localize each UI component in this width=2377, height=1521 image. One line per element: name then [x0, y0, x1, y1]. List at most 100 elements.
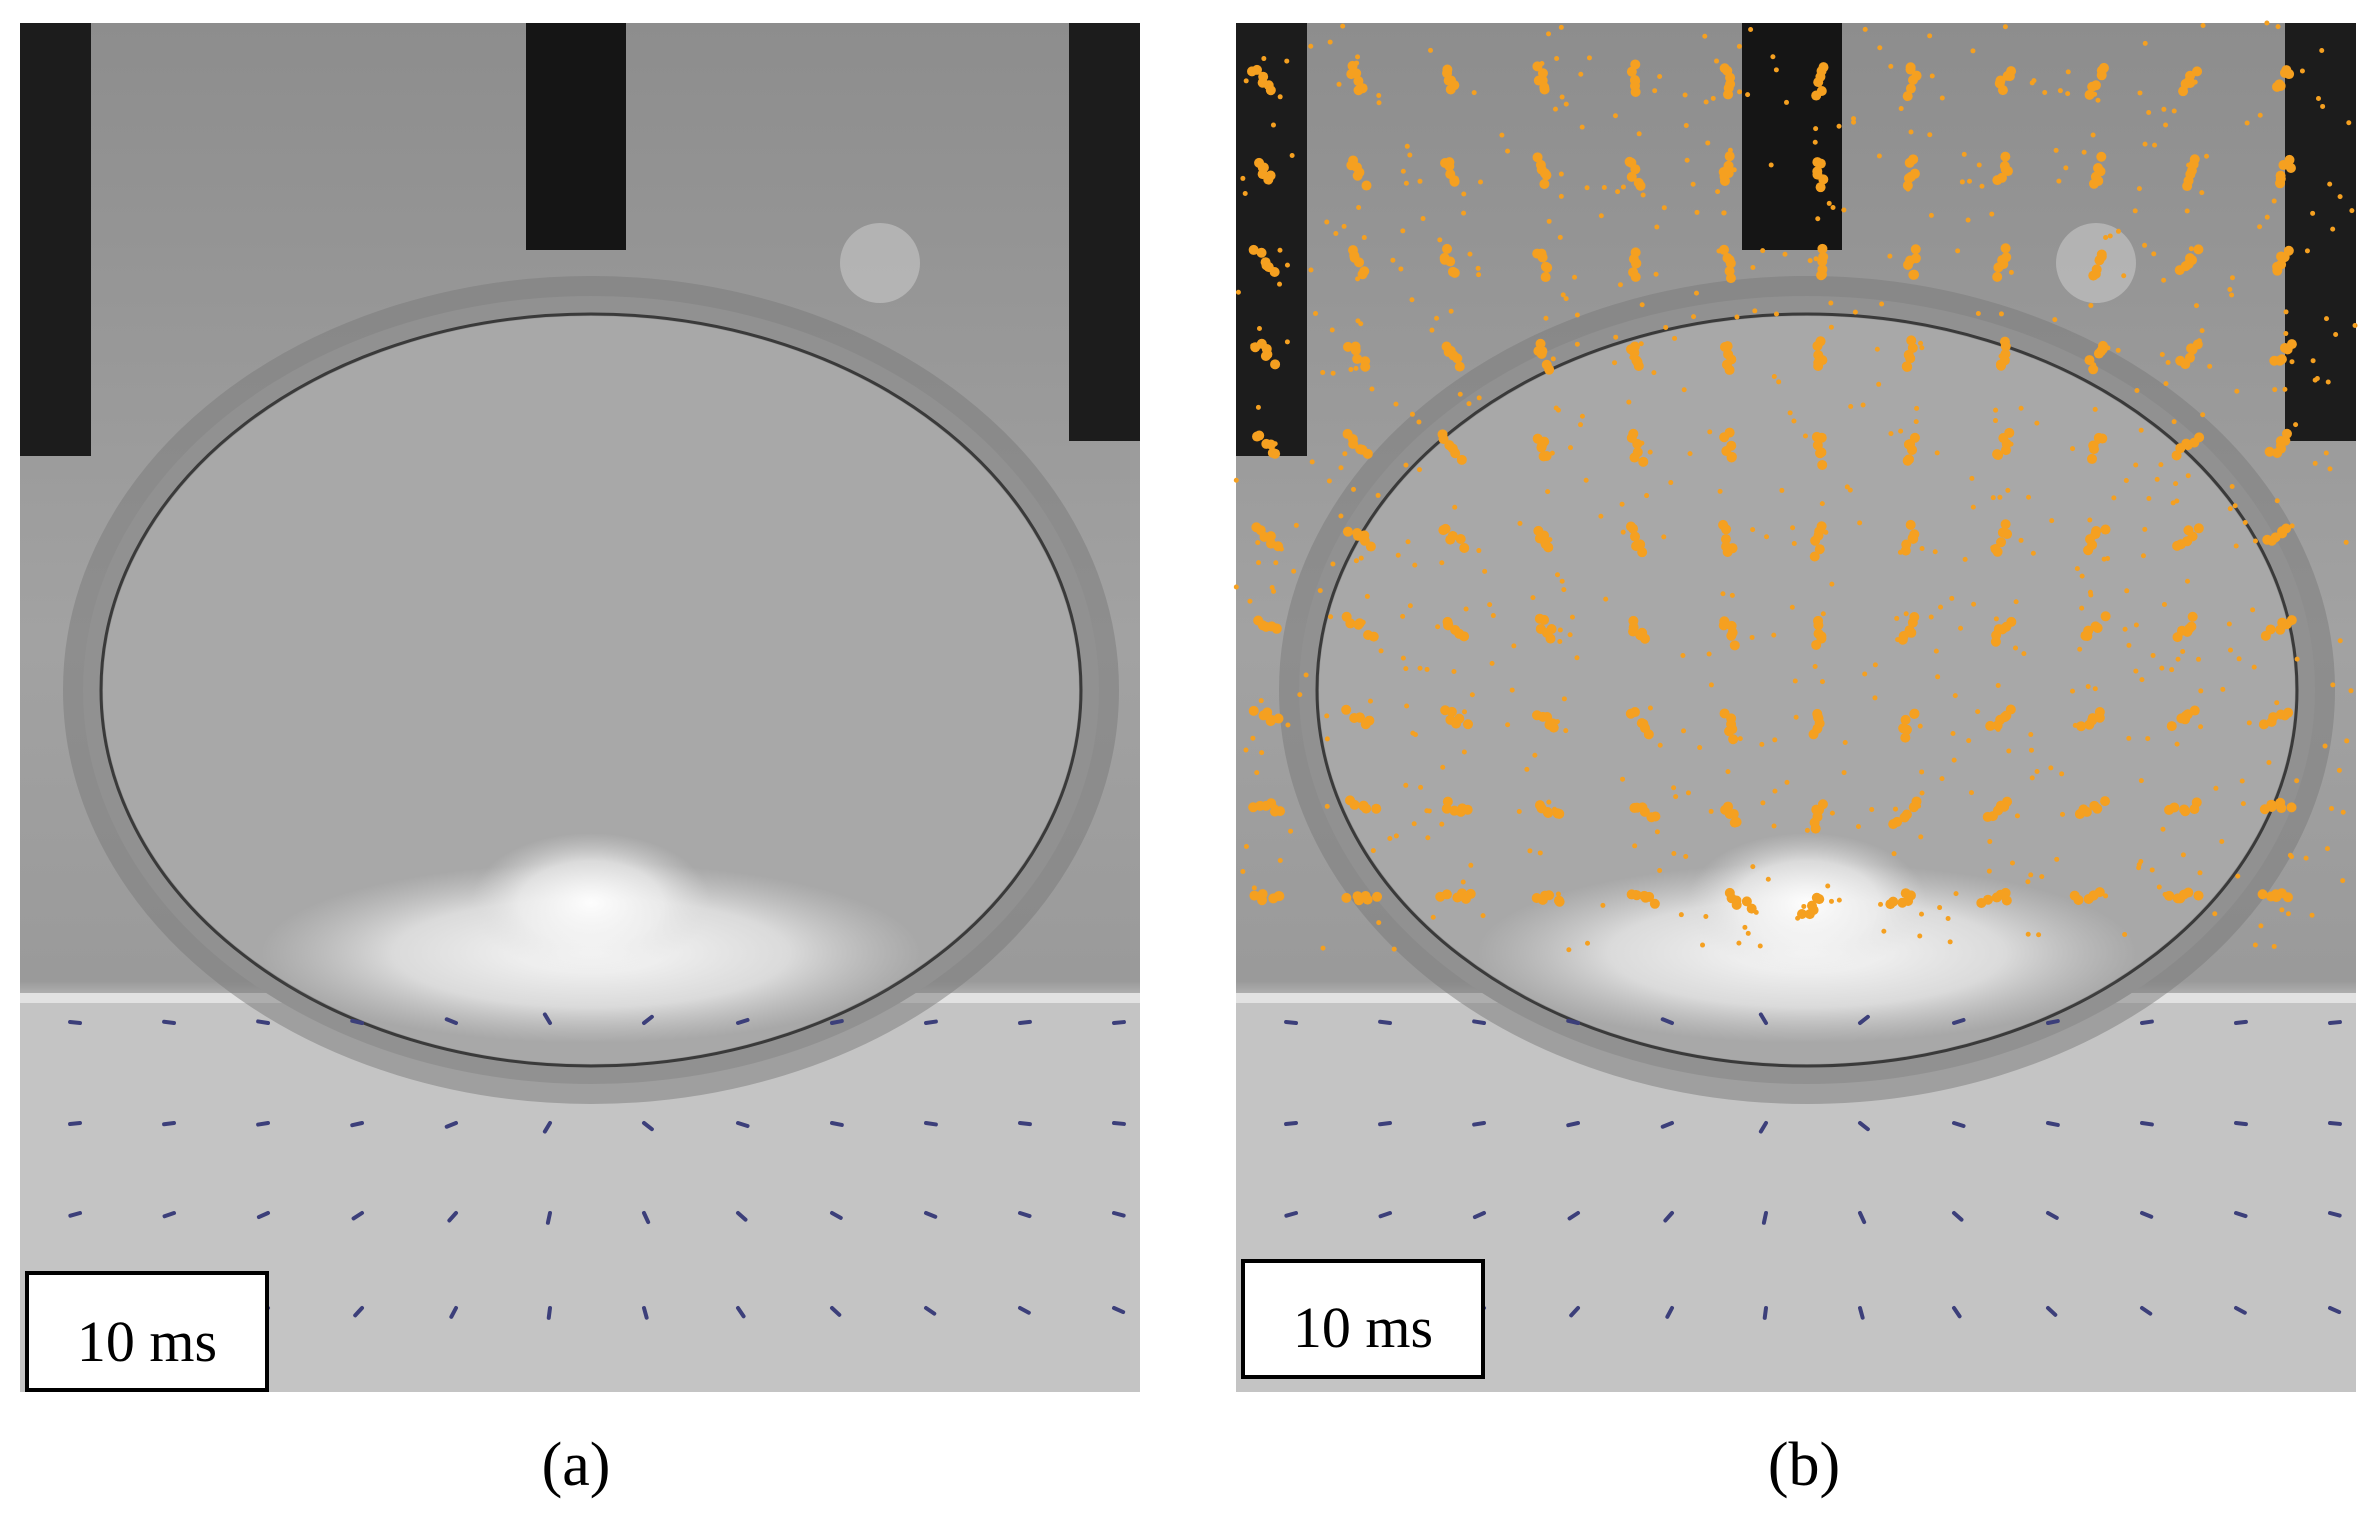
tracer — [1815, 448, 1826, 459]
tracer — [1579, 413, 1585, 419]
tracer — [2312, 460, 2318, 466]
tracer — [2072, 722, 2078, 728]
tracer — [1808, 729, 1819, 740]
tracer — [1478, 179, 1484, 185]
tracer — [1995, 726, 2001, 732]
tracer — [1928, 614, 1934, 620]
tracer — [1338, 465, 1344, 471]
tracer — [1772, 737, 1778, 743]
tracer — [1905, 186, 1911, 192]
tracer — [2091, 362, 2097, 368]
tracer — [1352, 170, 1363, 181]
tracer — [2227, 647, 2233, 653]
tracer — [1919, 345, 1925, 351]
tracer — [2229, 484, 2235, 490]
tracer — [1505, 148, 1511, 154]
tracer — [1998, 353, 2004, 359]
tracer — [2220, 686, 2226, 692]
tracer — [2186, 162, 2192, 168]
tracer — [1324, 736, 1330, 742]
tracer — [2333, 332, 2339, 338]
tracer — [1717, 488, 1723, 494]
tracer — [1561, 696, 1567, 702]
tracer — [1640, 192, 1646, 198]
tracer — [1612, 360, 1618, 366]
panel-label: (a) — [542, 1431, 611, 1499]
tracer — [1759, 741, 1765, 747]
tracer — [2036, 932, 2042, 938]
tracer — [1403, 180, 1409, 186]
tracer — [1993, 407, 1999, 413]
tracer — [2199, 328, 2205, 334]
tracer — [1558, 171, 1564, 177]
tracer — [2180, 648, 2186, 654]
tracer — [2285, 162, 2296, 173]
tracer — [2315, 95, 2321, 101]
tracer — [2272, 265, 2283, 276]
tracer — [2161, 602, 2167, 608]
tracer — [1908, 533, 1919, 544]
tracer — [2133, 462, 2139, 468]
tracer — [1685, 790, 1691, 796]
tracer — [1471, 90, 1477, 96]
tracer — [1649, 898, 1660, 909]
tracer — [1638, 456, 1649, 467]
tracer — [1993, 450, 2004, 461]
tracer — [1996, 537, 2007, 548]
tracer — [1256, 560, 1262, 566]
tracer — [2063, 165, 2069, 171]
tracer — [1353, 365, 1359, 371]
tracer — [1390, 257, 1396, 263]
tracer — [2234, 1019, 2248, 1025]
tracer — [2337, 194, 2343, 200]
tracer — [1813, 256, 1819, 262]
tracer — [2251, 664, 2257, 670]
tracer — [2156, 884, 2162, 890]
tracer — [1640, 633, 1651, 644]
tracer — [2095, 439, 2101, 445]
tracer — [1737, 736, 1743, 742]
tracer — [1811, 90, 1822, 101]
tracer — [1927, 132, 1933, 138]
tracer — [1555, 891, 1561, 897]
tracer — [2132, 208, 2138, 214]
tracer — [2242, 519, 2248, 525]
tracer — [1927, 33, 1933, 39]
tracer — [1897, 634, 1908, 645]
tracer — [1947, 939, 1953, 945]
tracer — [1542, 807, 1548, 813]
tracer — [1348, 366, 1354, 372]
tracer — [2081, 149, 2087, 155]
tracer — [1723, 165, 1729, 171]
tracer — [1461, 709, 1467, 715]
tracer — [2079, 573, 2085, 579]
tracer — [2234, 388, 2240, 394]
tracer — [1472, 1121, 1486, 1127]
tracer — [2240, 801, 2246, 807]
tracer — [1539, 84, 1550, 95]
tracer — [1416, 419, 1422, 425]
scale-label: 10 ms — [77, 1309, 217, 1374]
tracer — [1776, 379, 1782, 385]
tracer — [2140, 1019, 2154, 1025]
tracer — [1341, 895, 1347, 901]
tracer — [2185, 473, 2191, 479]
tracer — [2271, 198, 2277, 204]
tracer — [1671, 850, 1677, 856]
tracer — [1545, 633, 1556, 644]
tracer — [1787, 410, 1793, 416]
tracer — [1888, 431, 1894, 437]
tracer — [1903, 259, 1914, 270]
tracer — [1876, 381, 1882, 387]
tracer — [1879, 301, 1885, 307]
tracer — [2002, 24, 2008, 30]
tracer — [1416, 467, 1422, 473]
tracer — [1725, 273, 1736, 284]
tracer — [1577, 422, 1583, 428]
tracer — [1632, 438, 1643, 449]
tracer — [2096, 70, 2107, 81]
tracer — [2236, 656, 2242, 662]
tracer — [1487, 602, 1493, 608]
tracer — [1836, 897, 1842, 903]
tracer — [1353, 558, 1359, 564]
